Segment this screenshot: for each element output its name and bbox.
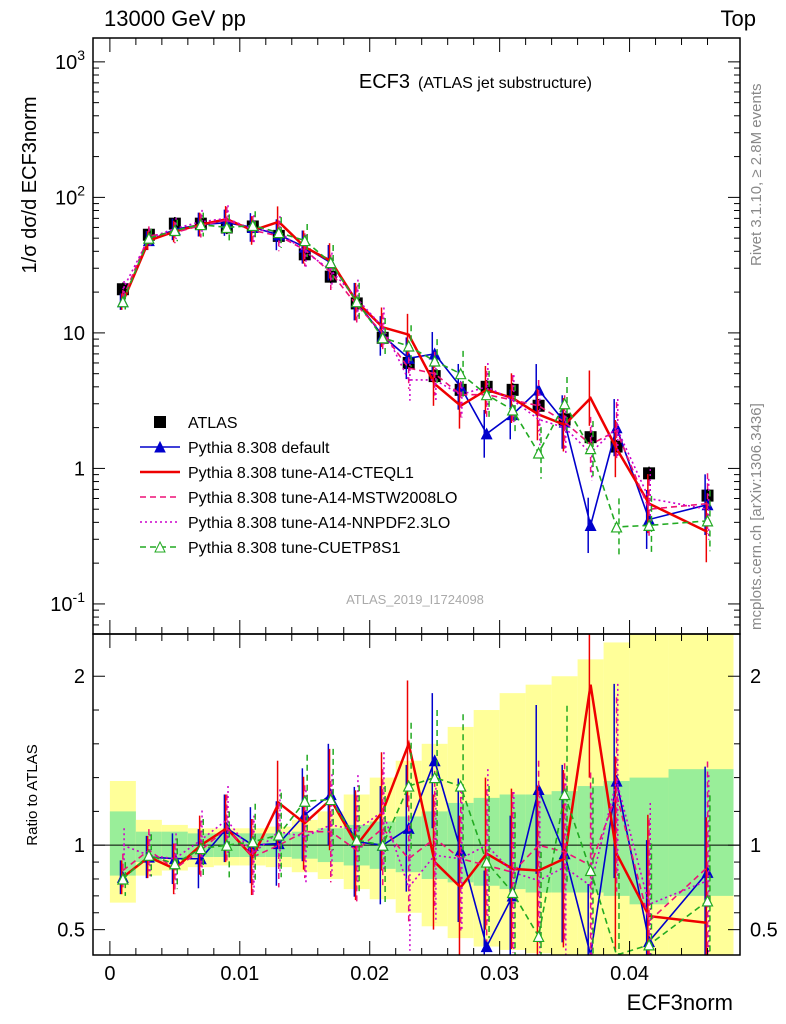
ratio-data-point [480, 940, 493, 953]
legend-marker [154, 440, 166, 453]
ratio-data-point [428, 771, 441, 784]
series-line [122, 223, 708, 528]
data-point [480, 427, 493, 440]
y-tick-label: 10 [63, 323, 85, 345]
series-line [122, 219, 708, 511]
x-tick-label: 0.01 [220, 963, 259, 985]
ratio-data-point [532, 930, 545, 943]
data-point [610, 520, 623, 533]
ratio-data-point [194, 842, 207, 855]
data-point [558, 397, 571, 410]
data-point [506, 403, 519, 416]
data-point [376, 331, 389, 344]
data-point [220, 221, 233, 234]
data-point [428, 354, 441, 367]
main-series [116, 205, 714, 563]
ratio-data-point [402, 779, 415, 792]
y-tick-label: 1 [74, 458, 85, 480]
ratio-y-tick-label: 1 [74, 835, 85, 857]
legend-label: Pythia 8.308 tune-A14-MSTW2008LO [188, 490, 457, 507]
ratio-series-line [122, 684, 708, 925]
legend-label: Pythia 8.308 default [188, 440, 330, 457]
ratio-series [116, 634, 714, 957]
ratio-data-point [480, 855, 493, 868]
ratio-y-tick-label: 0.5 [57, 920, 85, 942]
data-point [701, 514, 714, 527]
data-point [116, 295, 129, 308]
ratio-series-line [122, 776, 709, 957]
watermark: ATLAS_2019_I1724098 [346, 592, 484, 607]
legend: ATLAS Pythia 8.308 default Pythia 8.308 tu… [140, 415, 457, 557]
ratio-data-point [701, 894, 714, 907]
data-point [643, 519, 656, 531]
data-point [272, 226, 285, 239]
legend-label: Pythia 8.308 tune-A14-CTEQL1 [188, 465, 414, 482]
data-point [584, 519, 597, 531]
ratio-data-point [454, 779, 467, 792]
ratio-series-line [122, 791, 709, 923]
legend-label: ATLAS [188, 415, 238, 432]
series-line [121, 217, 709, 534]
legend-marker [154, 416, 166, 428]
data-point [246, 219, 259, 232]
ratio-data-point [298, 794, 311, 807]
ratio-data-point [168, 857, 181, 870]
data-point [584, 442, 597, 455]
axis-labels: 10-1 1 10 102 103 0 0.01 0.02 0.03 0.04 0.5 0.5 1 1 2 2… [19, 47, 778, 1015]
y-tick-label: 103 [55, 47, 85, 74]
data-point [350, 295, 363, 308]
ratio-data-point [558, 788, 571, 801]
ratio-series-line [122, 758, 709, 956]
ratio-data-point [246, 835, 259, 848]
ratio-frame [92, 633, 741, 956]
legend-marker [154, 540, 166, 553]
ratio-data-point [142, 848, 155, 861]
ratio-y-axis-label: Ratio to ATLAS [24, 744, 41, 845]
data-point [194, 218, 207, 231]
data-point [168, 224, 181, 237]
ratio-data-point [350, 833, 363, 846]
chart-subtitle: (ATLAS jet substructure) [418, 75, 592, 92]
legend-label: Pythia 8.308 tune-CUETP8S1 [188, 540, 401, 557]
data-point [298, 234, 311, 247]
data-point [142, 231, 155, 244]
ratio-data-point [506, 886, 519, 899]
plot-frames [92, 37, 741, 956]
data-point [532, 446, 545, 459]
ratio-data-point [116, 872, 129, 885]
data-point [454, 367, 467, 380]
y-axis-label: 1/σ dσ/d ECF3norm [19, 97, 41, 274]
ratio-data-point [584, 864, 597, 877]
band-inner [668, 769, 734, 896]
ratio-data-point [376, 838, 389, 851]
ratio-data-point [324, 793, 337, 806]
y-tick-label: 10-1 [50, 589, 85, 616]
legend-label: Pythia 8.308 tune-A14-NNPDF2.3LO [188, 515, 450, 532]
x-tick-label: 0.03 [480, 963, 519, 985]
data-point [480, 388, 493, 401]
header-left: 13000 GeV pp [104, 6, 246, 31]
x-tick-label: 0.04 [610, 963, 649, 985]
y-tick-label: 102 [55, 182, 85, 209]
ratio-data-point [643, 938, 656, 951]
data-point [643, 467, 656, 480]
ratio-series-line [122, 780, 708, 906]
ratio-y-tick-label-right: 2 [750, 666, 761, 688]
ratio-y-tick-label-right: 1 [750, 835, 761, 857]
x-axis-label: ECF3norm [627, 990, 733, 1015]
x-tick-label: 0.02 [350, 963, 389, 985]
header-right: Top [720, 6, 756, 31]
ratio-data-point [272, 828, 285, 841]
ratio-y-tick-label-right: 0.5 [750, 920, 778, 942]
x-tick-label: 0 [104, 963, 115, 985]
chart-title: ECF3 [359, 71, 410, 93]
series-line [122, 221, 708, 529]
ratio-y-tick-label: 2 [74, 666, 85, 688]
ratio-data-point [220, 838, 233, 851]
data-point [324, 256, 337, 269]
data-point [402, 339, 415, 352]
